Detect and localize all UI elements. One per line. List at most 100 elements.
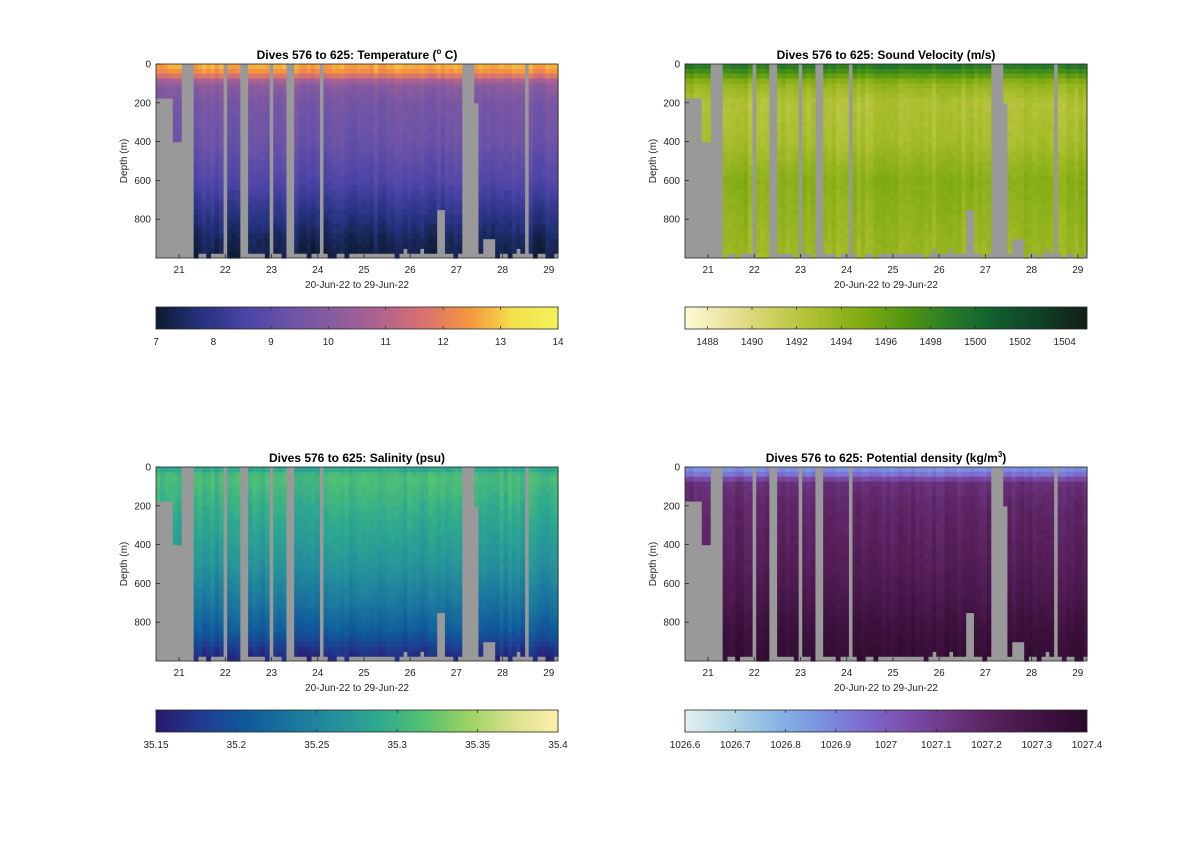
heatmap-cell — [735, 180, 741, 186]
heatmap-cell — [806, 238, 812, 245]
heatmap-cell — [206, 233, 212, 240]
heatmap-cell — [902, 224, 908, 230]
heatmap-cell — [793, 136, 799, 143]
heatmap-cell — [545, 180, 551, 186]
heatmap-cell — [722, 219, 728, 225]
heatmap-cell — [273, 165, 279, 172]
heatmap-cell — [793, 199, 799, 206]
heatmap-cell — [281, 141, 287, 148]
heatmap-cell — [831, 233, 837, 240]
heatmap-cell — [777, 209, 782, 215]
heatmap-cell — [869, 88, 875, 94]
heatmap-cell — [428, 214, 433, 220]
heatmap-cell — [739, 78, 745, 84]
heatmap-cell — [923, 93, 929, 99]
heatmap-cell — [873, 64, 879, 70]
heatmap-cell — [499, 214, 505, 220]
heatmap-cell — [419, 238, 425, 245]
heatmap-cell — [403, 88, 408, 94]
heatmap-cell — [306, 228, 312, 235]
heatmap-cell — [860, 243, 866, 249]
heatmap-cell — [865, 199, 870, 206]
heatmap-cell — [877, 68, 883, 75]
heatmap-cell — [894, 64, 900, 70]
heatmap-cell — [411, 156, 417, 162]
heatmap-cell — [273, 156, 279, 162]
heatmap-cell — [444, 219, 450, 225]
heatmap-cell — [390, 146, 396, 152]
heatmap-cell — [407, 127, 413, 133]
heatmap-cell — [906, 219, 912, 225]
heatmap-cell — [193, 190, 199, 196]
heatmap-cell — [739, 68, 745, 75]
heatmap-cell — [793, 253, 799, 259]
heatmap-cell — [260, 199, 266, 206]
heatmap-cell — [827, 136, 833, 143]
heatmap-cell — [705, 136, 711, 143]
heatmap-cell — [449, 209, 454, 215]
heatmap-cell — [373, 68, 379, 75]
heatmap-cell — [294, 136, 299, 143]
heatmap-cell — [936, 228, 942, 235]
heatmap-cell — [386, 238, 392, 245]
heatmap-cell — [810, 68, 816, 75]
heatmap-cell — [361, 131, 366, 138]
heatmap-cell — [306, 180, 312, 186]
heatmap-cell — [927, 204, 933, 211]
heatmap-cell — [944, 97, 950, 104]
heatmap-cell — [936, 151, 942, 157]
heatmap-cell — [810, 93, 816, 99]
heatmap-cell — [511, 161, 517, 167]
heatmap-cell — [373, 233, 379, 240]
heatmap-cell — [306, 219, 312, 225]
heatmap-cell — [348, 214, 354, 220]
heatmap-cell — [793, 112, 799, 118]
heatmap-cell — [701, 73, 707, 80]
heatmap-cell — [474, 83, 480, 89]
heatmap-cell — [869, 199, 875, 206]
heatmap-cell — [827, 190, 833, 196]
heatmap-cell — [852, 228, 858, 235]
heatmap-cell — [839, 151, 845, 157]
heatmap-cell — [403, 122, 408, 128]
heatmap-cell — [865, 190, 870, 196]
heatmap-cell — [499, 204, 505, 211]
heatmap-cell — [747, 127, 753, 133]
heatmap-cell — [731, 228, 736, 235]
heatmap-cell — [789, 175, 795, 181]
heatmap-cell — [210, 170, 216, 177]
heatmap-cell — [743, 68, 749, 75]
heatmap-cell — [735, 64, 741, 70]
heatmap-cell — [210, 161, 216, 167]
heatmap-cell — [260, 156, 266, 162]
heatmap-cell — [844, 122, 849, 128]
heatmap-cell — [906, 122, 912, 128]
heatmap-cell — [856, 117, 862, 123]
heatmap-cell — [302, 194, 308, 201]
heatmap-cell — [701, 64, 707, 70]
heatmap-cell — [231, 97, 237, 104]
heatmap-cell — [457, 190, 463, 196]
heatmap-cell — [386, 112, 392, 118]
heatmap-cell — [894, 228, 900, 235]
heatmap-cell — [486, 224, 492, 230]
heatmap-cell — [357, 180, 362, 186]
heatmap-cell — [802, 141, 808, 148]
heatmap-cell — [323, 68, 329, 75]
heatmap-cell — [549, 88, 555, 94]
heatmap-cell — [528, 83, 534, 89]
heatmap-cell — [273, 122, 279, 128]
heatmap-cell — [726, 180, 732, 186]
heatmap-cell — [906, 107, 912, 114]
heatmap-cell — [731, 224, 736, 230]
heatmap-cell — [911, 238, 916, 245]
heatmap-cell — [298, 117, 304, 123]
heatmap-cell — [789, 151, 795, 157]
heatmap-cell — [352, 185, 358, 191]
heatmap-cell — [386, 97, 392, 104]
heatmap-cell — [361, 97, 366, 104]
heatmap-cell — [390, 68, 396, 75]
heatmap-cell — [331, 199, 337, 206]
heatmap-cell — [886, 219, 891, 225]
heatmap-cell — [499, 156, 505, 162]
